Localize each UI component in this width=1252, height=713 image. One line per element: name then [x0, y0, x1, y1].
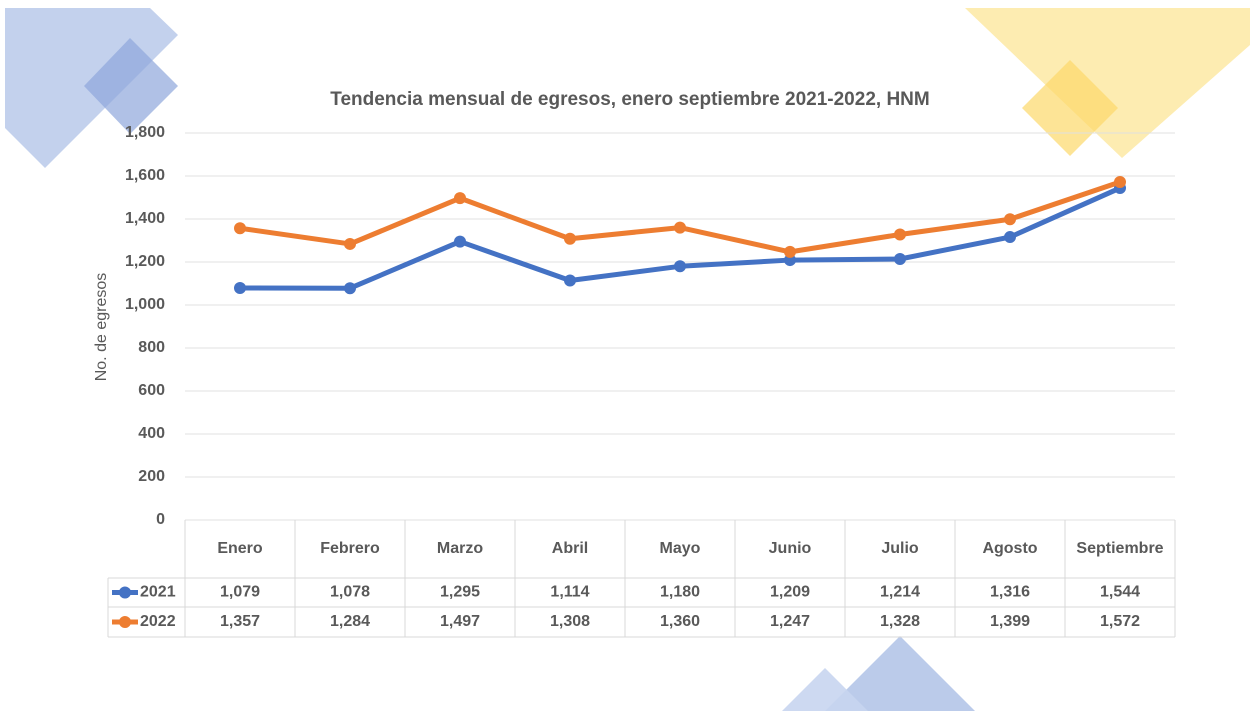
y-tick-label: 400 — [138, 425, 165, 442]
table-value: 1,114 — [550, 584, 589, 601]
data-point — [234, 282, 246, 295]
table-value: 1,214 — [880, 584, 920, 601]
data-point — [894, 228, 906, 241]
y-axis-label: No. de egresos — [93, 273, 110, 382]
table-value: 1,247 — [770, 613, 810, 630]
category-label: Enero — [217, 540, 263, 557]
category-label: Septiembre — [1076, 540, 1163, 557]
data-point — [784, 245, 796, 258]
category-label: Febrero — [320, 540, 380, 557]
y-tick-label: 1,800 — [125, 124, 165, 141]
data-point — [344, 237, 356, 250]
data-point — [674, 221, 686, 234]
y-tick-label: 600 — [138, 382, 165, 399]
table-value: 1,079 — [220, 584, 260, 601]
table-value: 1,360 — [660, 613, 700, 630]
legend-marker — [119, 616, 131, 628]
legend-label: 2022 — [140, 613, 176, 630]
data-point — [1004, 213, 1016, 226]
category-label: Julio — [881, 540, 919, 557]
data-point — [564, 274, 576, 287]
table-value: 1,572 — [1100, 613, 1140, 630]
data-point — [894, 252, 906, 265]
y-tick-label: 1,000 — [125, 296, 165, 313]
y-tick-label: 1,200 — [125, 253, 165, 270]
data-point — [234, 222, 246, 235]
y-tick-label: 200 — [138, 468, 165, 485]
table-value: 1,284 — [330, 613, 370, 630]
data-point — [1114, 176, 1126, 189]
legend-label: 2021 — [140, 584, 176, 601]
y-tick-label: 0 — [156, 511, 165, 528]
table-value: 1,357 — [220, 613, 260, 630]
data-point — [344, 282, 356, 295]
data-point — [674, 260, 686, 273]
table-value: 1,308 — [550, 613, 590, 630]
data-point — [454, 192, 466, 205]
category-label: Mayo — [660, 540, 701, 557]
table-value: 1,316 — [990, 584, 1030, 601]
category-label: Agosto — [982, 540, 1037, 557]
table-value: 1,399 — [990, 613, 1030, 630]
table-value: 1,328 — [880, 613, 920, 630]
data-point — [454, 235, 466, 248]
category-label: Marzo — [437, 540, 483, 557]
category-label: Junio — [769, 540, 812, 557]
category-label: Abril — [552, 540, 588, 557]
data-point — [564, 232, 576, 245]
table-value: 1,180 — [660, 584, 700, 601]
y-tick-label: 1,600 — [125, 167, 165, 184]
legend-marker — [119, 586, 131, 599]
table-value: 1,295 — [440, 584, 480, 601]
table-value: 1,544 — [1100, 584, 1140, 601]
y-tick-label: 1,400 — [125, 210, 165, 227]
decoration — [5, 8, 1250, 711]
series-line — [239, 185, 1122, 291]
table-value: 1,209 — [770, 584, 810, 601]
chart-title: Tendencia mensual de egresos, enero sept… — [330, 89, 929, 110]
table-value: 1,497 — [440, 613, 480, 630]
table-value: 1,078 — [330, 584, 370, 601]
y-tick-label: 800 — [138, 339, 165, 356]
data-point — [1004, 231, 1016, 244]
